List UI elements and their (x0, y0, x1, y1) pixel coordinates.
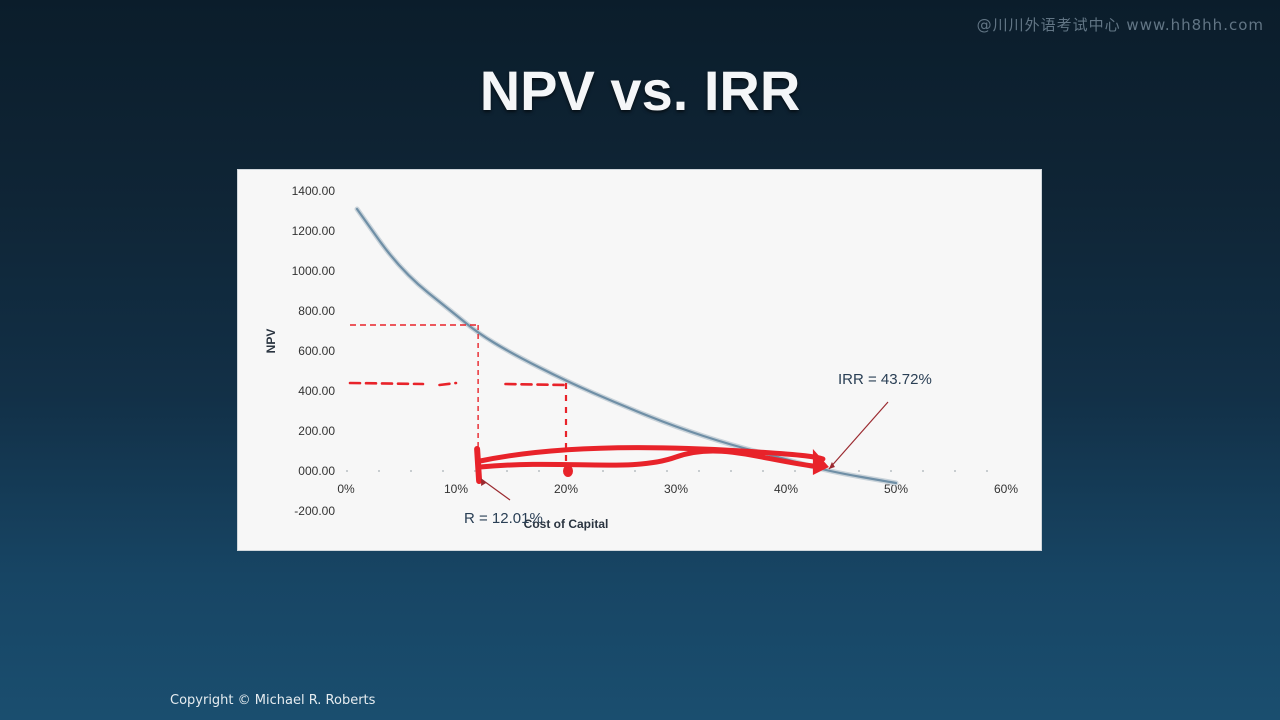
r-rate-label: R = 12.01% (464, 510, 543, 527)
npv-curve-line (355, 207, 898, 485)
irr-label: IRR = 43.72% (838, 371, 932, 388)
y-tick-label: -200.00 (294, 504, 335, 518)
x-tick-label: 10% (444, 482, 468, 496)
chart-panel: 1400.00 1200.00 1000.00 800.00 600.00 400.00 2… (237, 169, 1042, 551)
y-tick-labels: 1400.00 1200.00 1000.00 800.00 600.00 400.00 2… (292, 184, 336, 518)
x-tick-label: 40% (774, 482, 798, 496)
y-tick-label: 1200.00 (292, 224, 336, 238)
y-tick-label: 200.00 (298, 424, 335, 438)
second-rate-mark (563, 465, 573, 477)
range-arrowhead (812, 449, 829, 475)
slide-title: NPV vs. IRR (479, 59, 801, 122)
npv-irr-chart: 1400.00 1200.00 1000.00 800.00 600.00 400.00 2… (264, 184, 1018, 531)
y-tick-label: 1400.00 (292, 184, 336, 198)
y-tick-label: 600.00 (298, 344, 335, 358)
r-pointer-arrow (480, 478, 511, 501)
y-tick-label: 000.00 (298, 464, 335, 478)
x-tick-label: 30% (664, 482, 688, 496)
r-pointer-arrowhead (481, 479, 487, 486)
irr-pointer-arrowhead (828, 462, 835, 469)
x-tick-labels: 0% 10% 20% 30% 40% 50% 60% (337, 482, 1018, 496)
npv-curve-shadow (354, 206, 899, 486)
series-layer (354, 206, 899, 486)
second-npv-guide-horizontal (348, 381, 568, 387)
x-tick-label: 20% (554, 482, 578, 496)
x-axis-title: Cost of Capital (524, 517, 609, 531)
y-axis-title: NPV (264, 329, 278, 354)
handwritten-ink-layer (348, 324, 889, 501)
r-rate-mark (474, 446, 483, 484)
irr-pointer-arrow (828, 401, 889, 470)
x-tick-label: 0% (337, 482, 355, 496)
watermark: @川川外语考试中心 www.hh8hh.com (976, 16, 1264, 34)
copyright-notice: Copyright © Michael R. Roberts (170, 693, 376, 708)
range-highlight-stroke (477, 445, 826, 470)
y-tick-label: 400.00 (298, 384, 335, 398)
x-tick-label: 50% (884, 482, 908, 496)
y-tick-label: 1000.00 (292, 264, 336, 278)
y-tick-label: 800.00 (298, 304, 335, 318)
x-tick-label: 60% (994, 482, 1018, 496)
